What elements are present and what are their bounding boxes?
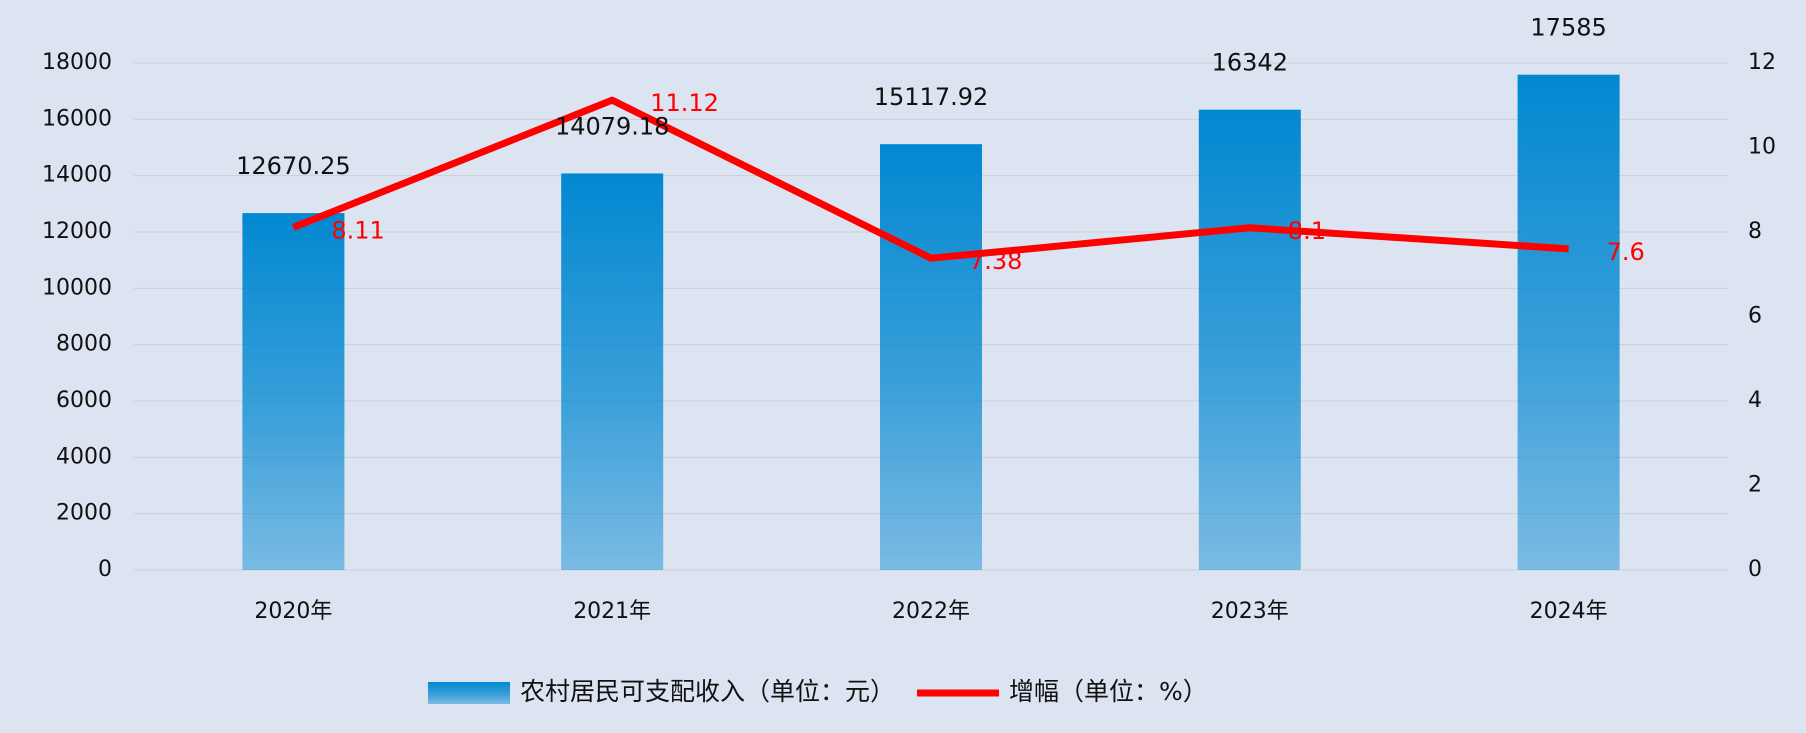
line-value-label: 11.12	[650, 89, 719, 117]
y-tick-label: 16000	[42, 106, 112, 131]
y-tick-label: 18000	[42, 50, 112, 75]
legend-label: 增幅（单位：%）	[1009, 677, 1208, 706]
line-value-label: 8.11	[331, 216, 384, 244]
y-tick-label: 14000	[42, 163, 112, 188]
y-tick-label: 10000	[42, 275, 112, 300]
x-tick-label: 2021年	[573, 599, 651, 624]
bar-value-label: 16342	[1212, 49, 1288, 77]
y2-tick-label: 10	[1748, 135, 1776, 160]
line-value-label: 7.38	[969, 247, 1022, 275]
legend-label: 农村居民可支配收入（单位：元）	[520, 677, 895, 706]
y-tick-label: 2000	[56, 501, 112, 526]
bar-value-label: 17585	[1530, 14, 1606, 42]
bar-value-label: 12670.25	[236, 152, 351, 180]
bar	[1198, 109, 1301, 571]
bar-value-label: 14079.18	[555, 112, 670, 140]
bar	[242, 213, 345, 571]
y2-tick-label: 2	[1748, 473, 1762, 498]
bar	[879, 144, 983, 570]
y2-tick-label: 0	[1748, 557, 1762, 582]
x-tick-label: 2020年	[254, 599, 332, 624]
line-value-label: 8.1	[1288, 217, 1326, 245]
line	[292, 96, 1569, 262]
y-tick-label: 4000	[56, 444, 112, 469]
bar	[561, 173, 664, 570]
plot	[242, 74, 1620, 571]
bar	[1517, 74, 1620, 571]
y2-tick-label: 8	[1748, 219, 1762, 244]
x-tick-label: 2024年	[1530, 599, 1608, 624]
line-value-label: 7.6	[1607, 238, 1645, 266]
legend-swatch	[428, 682, 510, 704]
y-tick-label: 6000	[56, 388, 112, 413]
y2-tick-label: 12	[1748, 50, 1776, 75]
y2-tick-label: 4	[1748, 388, 1762, 413]
x-tick-label: 2023年	[1211, 599, 1289, 624]
y2-tick-label: 6	[1748, 304, 1762, 329]
x-tick-label: 2022年	[892, 599, 970, 624]
labels: 0 2000 4000 6000 8000 10000 12000 14000 16000 180…	[42, 14, 1776, 706]
bar-value-label: 15117.92	[874, 83, 989, 111]
y-tick-label: 0	[98, 557, 112, 582]
y-tick-label: 8000	[56, 332, 112, 357]
y-tick-label: 12000	[42, 219, 112, 244]
